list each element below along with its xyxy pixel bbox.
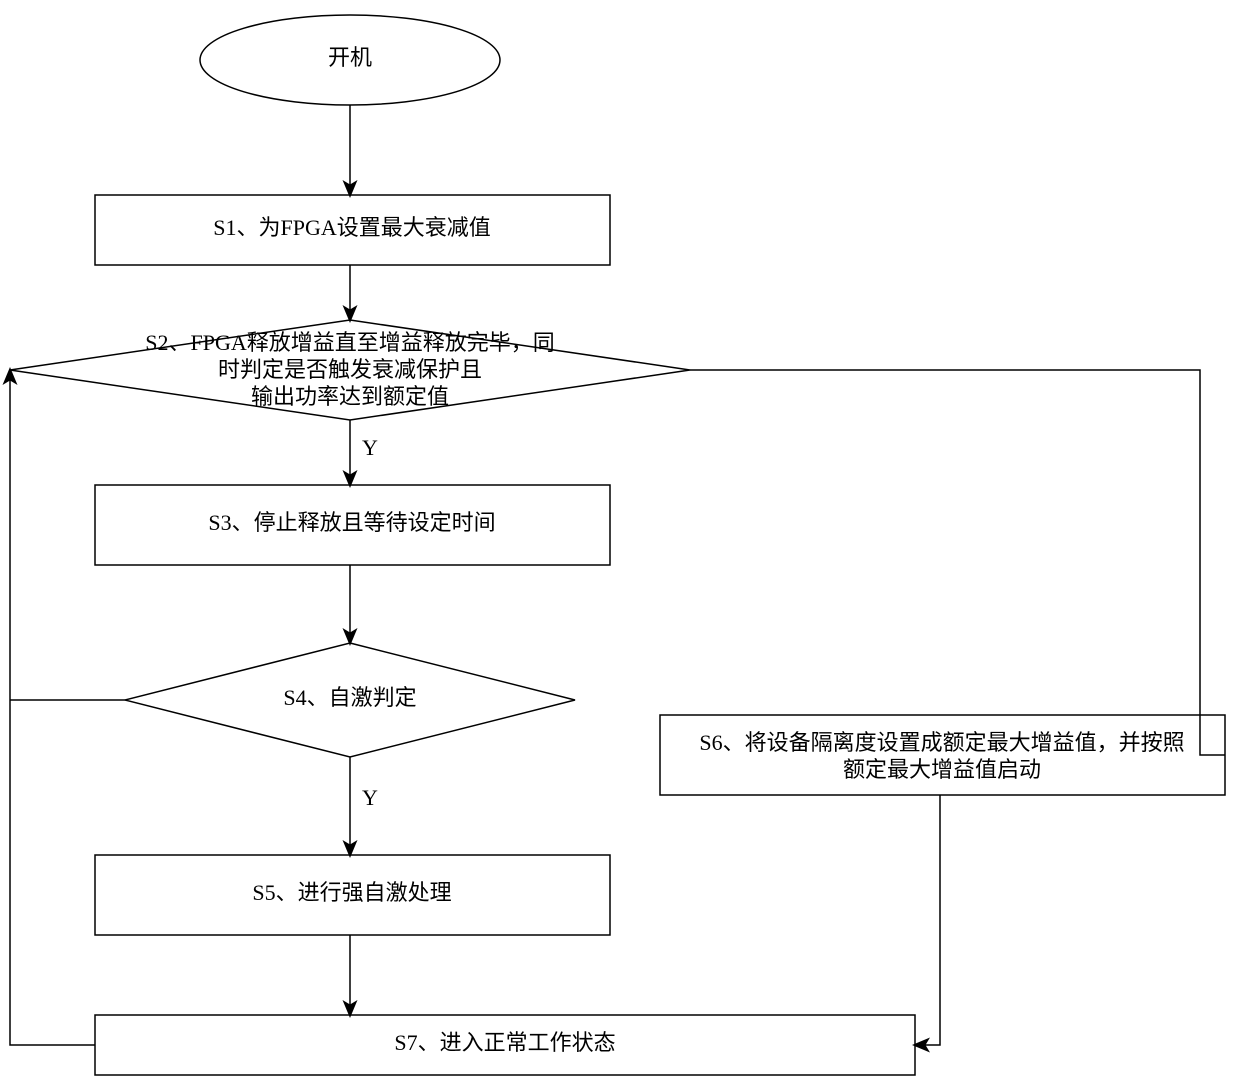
- node-s1: S1、为FPGA设置最大衰减值: [95, 195, 610, 265]
- edge-s4-s5-label: Y: [362, 785, 378, 810]
- edge-s2-s3-label: Y: [362, 435, 378, 460]
- node-s6-line2: 额定最大增益值启动: [843, 757, 1041, 782]
- edge-s2-s6: [690, 370, 1225, 755]
- edge-s6-s7: [915, 795, 940, 1045]
- node-s4-label: S4、自激判定: [283, 685, 416, 710]
- node-s2-line1: S2、FPGA释放增益直至增益释放完毕，同: [145, 330, 554, 355]
- node-s7: S7、进入正常工作状态: [95, 1015, 915, 1075]
- node-s6: S6、将设备隔离度设置成额定最大增益值，并按照 额定最大增益值启动: [660, 715, 1225, 795]
- node-s4: S4、自激判定: [125, 643, 575, 757]
- node-start-label: 开机: [328, 45, 372, 70]
- node-s3: S3、停止释放且等待设定时间: [95, 485, 610, 565]
- edge-leftbus: [10, 370, 95, 1045]
- node-s2-line3: 输出功率达到额定值: [251, 384, 449, 409]
- node-s5-label: S5、进行强自激处理: [252, 880, 451, 905]
- node-s3-label: S3、停止释放且等待设定时间: [208, 510, 495, 535]
- node-s5: S5、进行强自激处理: [95, 855, 610, 935]
- node-s2: S2、FPGA释放增益直至增益释放完毕，同 时判定是否触发衰减保护且 输出功率达…: [10, 320, 690, 420]
- node-s7-label: S7、进入正常工作状态: [394, 1030, 615, 1055]
- node-s1-label: S1、为FPGA设置最大衰减值: [213, 215, 490, 240]
- flowchart-canvas: 开机 S1、为FPGA设置最大衰减值 S2、FPGA释放增益直至增益释放完毕，同…: [0, 0, 1240, 1089]
- node-start: 开机: [200, 15, 500, 105]
- node-s6-line1: S6、将设备隔离度设置成额定最大增益值，并按照: [699, 730, 1184, 755]
- node-s2-line2: 时判定是否触发衰减保护且: [218, 357, 482, 382]
